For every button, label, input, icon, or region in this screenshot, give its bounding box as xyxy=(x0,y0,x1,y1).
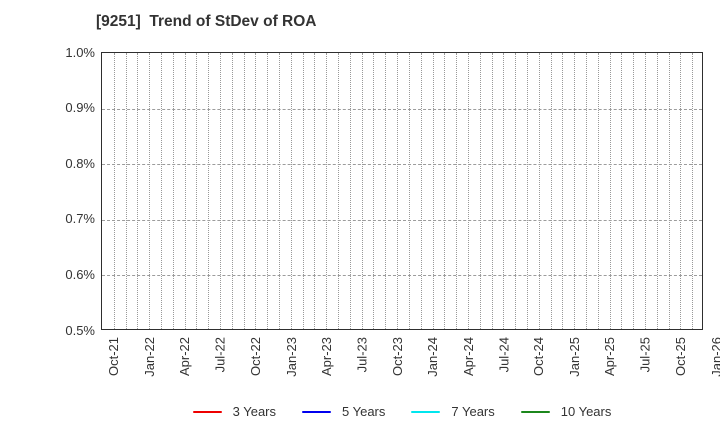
grid-line-vertical xyxy=(326,53,328,329)
grid-line-vertical xyxy=(184,53,186,329)
grid-line-vertical xyxy=(302,53,304,329)
y-tick-label: 1.0% xyxy=(65,44,95,60)
x-tick-label: Oct-22 xyxy=(248,337,264,377)
grid-line-vertical xyxy=(279,53,281,329)
x-tick-label: Jan-24 xyxy=(425,337,441,377)
grid-line-vertical xyxy=(290,53,292,329)
y-tick-label: 0.6% xyxy=(65,266,95,282)
x-tick-label: Apr-25 xyxy=(602,337,618,377)
grid-line-vertical xyxy=(515,53,517,329)
grid-line-vertical xyxy=(656,53,658,329)
x-tick-label: Jul-24 xyxy=(496,337,512,373)
x-tick-label: Jan-25 xyxy=(566,337,582,377)
grid-line-vertical xyxy=(444,53,446,329)
grid-line-vertical xyxy=(113,53,115,329)
grid-line-vertical xyxy=(231,53,233,329)
grid-line-vertical xyxy=(550,53,552,329)
grid-line-vertical xyxy=(479,53,481,329)
legend: 3 Years 5 Years 7 Years 10 Years xyxy=(101,404,703,420)
grid-line-vertical xyxy=(125,53,127,329)
grid-line-vertical xyxy=(585,53,587,329)
grid-line-vertical xyxy=(432,53,434,329)
plot-area xyxy=(101,52,703,330)
grid-line-vertical xyxy=(338,53,340,329)
x-tick-label: Oct-25 xyxy=(673,337,689,377)
grid-line-vertical xyxy=(633,53,635,329)
legend-line-swatch xyxy=(411,410,441,414)
grid-line-vertical xyxy=(149,53,151,329)
x-tick-label: Apr-22 xyxy=(177,337,193,377)
x-tick-label: Jul-23 xyxy=(354,337,370,373)
x-tick-label: Oct-23 xyxy=(389,337,405,377)
grid-line-vertical xyxy=(538,53,540,329)
y-tick-label: 0.8% xyxy=(65,155,95,171)
legend-line-swatch xyxy=(520,410,550,414)
legend-item: 3 Years xyxy=(192,404,276,420)
legend-line-swatch xyxy=(192,410,222,414)
grid-line-vertical xyxy=(503,53,505,329)
grid-line-vertical xyxy=(692,53,694,329)
y-tick-label: 0.5% xyxy=(65,322,95,338)
x-tick-label: Apr-24 xyxy=(460,337,476,377)
x-tick-label: Apr-23 xyxy=(318,337,334,377)
x-tick-label: Oct-24 xyxy=(531,337,547,377)
grid-line-vertical xyxy=(161,53,163,329)
grid-line-vertical xyxy=(172,53,174,329)
legend-line-swatch xyxy=(302,410,331,414)
grid-line-vertical xyxy=(137,53,139,329)
grid-line-vertical xyxy=(456,53,458,329)
legend-item: 7 Years xyxy=(411,404,495,420)
grid-line-vertical xyxy=(314,53,316,329)
grid-line-vertical xyxy=(373,53,375,329)
grid-line-vertical xyxy=(349,53,351,329)
x-tick-label: Jan-26 xyxy=(708,337,720,377)
grid-line-horizontal xyxy=(102,164,702,166)
grid-line-vertical xyxy=(220,53,222,329)
grid-line-vertical xyxy=(526,53,528,329)
grid-line-vertical xyxy=(467,53,469,329)
grid-line-vertical xyxy=(574,53,576,329)
x-tick-label: Jul-25 xyxy=(637,337,653,373)
grid-line-vertical xyxy=(385,53,387,329)
x-tick-label: Oct-21 xyxy=(106,337,122,377)
legend-label: 7 Years xyxy=(451,404,495,419)
grid-line-vertical xyxy=(361,53,363,329)
legend-label: 10 Years xyxy=(560,404,612,419)
x-tick-label: Jan-23 xyxy=(283,337,299,377)
grid-line-horizontal xyxy=(102,219,702,221)
y-tick-label: 0.9% xyxy=(65,100,95,116)
grid-line-vertical xyxy=(255,53,257,329)
legend-label: 5 Years xyxy=(342,404,386,419)
grid-line-vertical xyxy=(397,53,399,329)
grid-line-vertical xyxy=(562,53,564,329)
chart-title: [9251] Trend of StDev of ROA xyxy=(96,13,317,30)
grid-line-vertical xyxy=(408,53,410,329)
grid-line-vertical xyxy=(243,53,245,329)
legend-item: 5 Years xyxy=(302,404,385,420)
grid-line-horizontal xyxy=(102,275,702,277)
grid-line-vertical xyxy=(609,53,611,329)
legend-item: 10 Years xyxy=(520,404,612,420)
grid-line-vertical xyxy=(267,53,269,329)
x-tick-label: Jul-22 xyxy=(212,337,228,373)
y-tick-label: 0.7% xyxy=(65,211,95,227)
grid-line-vertical xyxy=(208,53,210,329)
grid-line-vertical xyxy=(491,53,493,329)
grid-line-vertical xyxy=(597,53,599,329)
x-tick-label: Jan-22 xyxy=(141,337,157,377)
grid-line-vertical xyxy=(621,53,623,329)
grid-line-horizontal xyxy=(102,108,702,110)
grid-line-vertical xyxy=(196,53,198,329)
grid-line-vertical xyxy=(420,53,422,329)
legend-label: 3 Years xyxy=(232,404,276,419)
grid-line-vertical xyxy=(680,53,682,329)
grid-line-vertical xyxy=(644,53,646,329)
grid-line-vertical xyxy=(668,53,670,329)
